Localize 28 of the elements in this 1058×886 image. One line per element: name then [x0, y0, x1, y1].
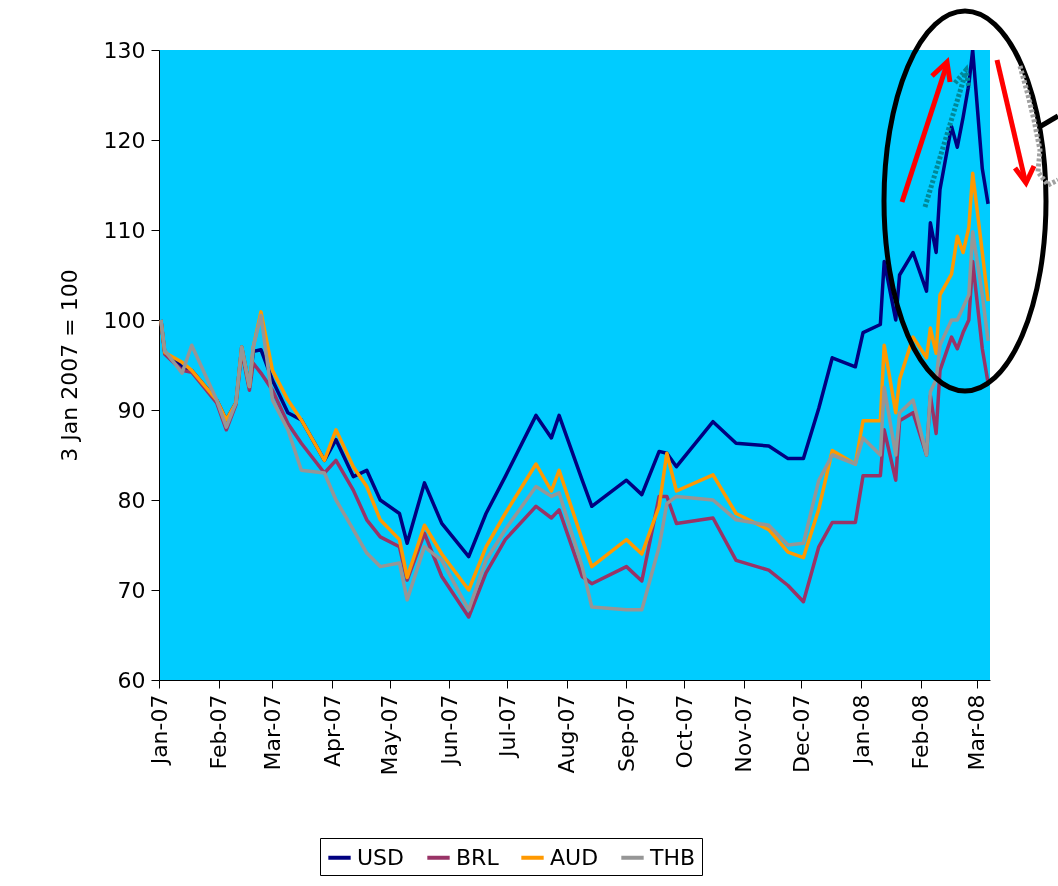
y-axis-title: 3 Jan 2007 = 100	[56, 269, 82, 462]
x-tick-label: Jan-08	[848, 694, 874, 767]
x-tick-label: Mar-07	[259, 694, 285, 771]
x-tick-label: Mar-08	[964, 694, 990, 771]
y-tick-label: 60	[117, 667, 146, 693]
y-tick-label: 130	[103, 37, 146, 63]
legend-label: AUD	[550, 844, 599, 870]
x-tick-label: Feb-08	[908, 694, 934, 770]
x-tick-label: May-07	[377, 694, 403, 776]
x-tick-label: Dec-07	[788, 694, 814, 774]
x-tick-label: Feb-07	[206, 694, 232, 770]
y-tick-label: 70	[117, 577, 146, 603]
x-tick-label: Aug-07	[554, 694, 580, 774]
x-tick-label: Apr-07	[319, 694, 345, 768]
x-tick-label: Jun-07	[436, 694, 462, 767]
legend-label: USD	[357, 844, 405, 870]
y-tick-label: 100	[103, 307, 146, 333]
x-tick-label: Jul-07	[494, 694, 520, 759]
x-tick-label: Sep-07	[613, 694, 639, 772]
x-tick-label: Oct-07	[671, 694, 697, 769]
y-tick-label: 120	[103, 127, 146, 153]
legend-label: BRL	[456, 844, 500, 870]
legend-label: THB	[649, 844, 696, 870]
y-tick-label: 80	[117, 487, 146, 513]
y-tick-label: 110	[103, 217, 146, 243]
y-tick-label: 90	[117, 397, 146, 423]
x-tick-label: Jan-07	[146, 694, 172, 767]
x-tick-label: Nov-07	[731, 694, 757, 773]
